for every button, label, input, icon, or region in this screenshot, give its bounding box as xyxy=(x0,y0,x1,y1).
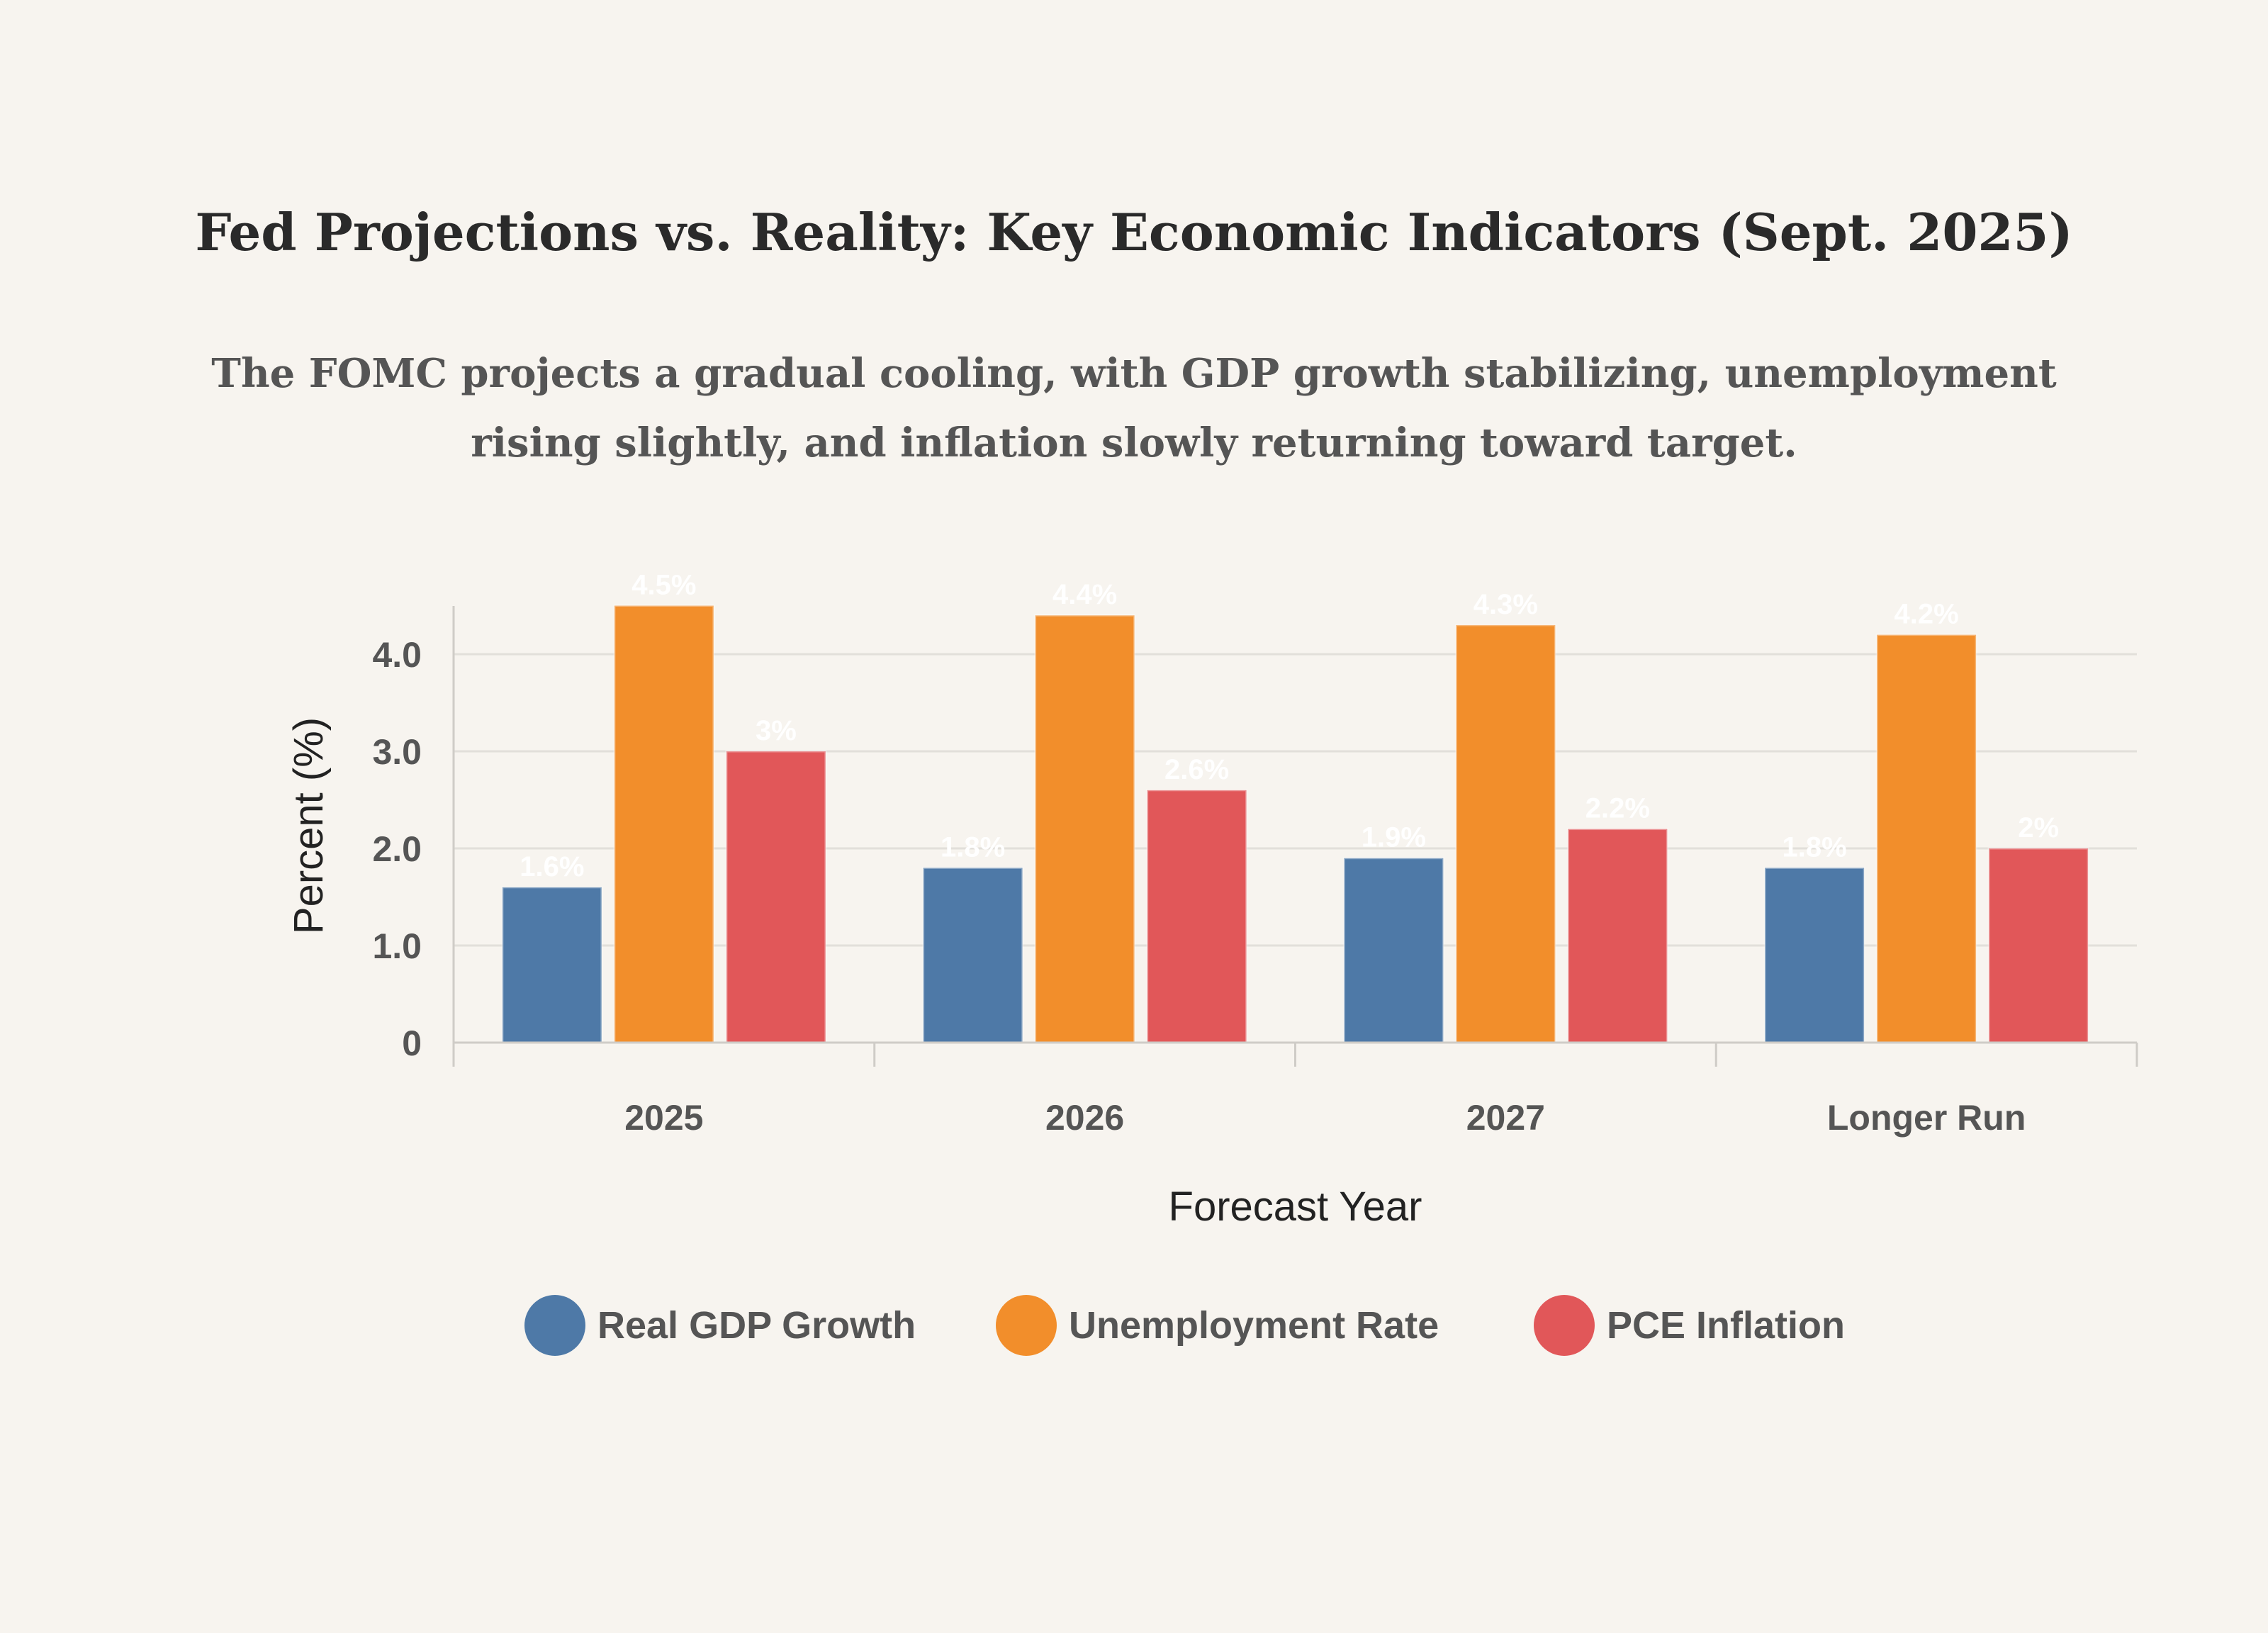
x-tick-label: 2025 xyxy=(624,1098,703,1138)
data-label: 4.4% xyxy=(1052,579,1117,610)
y-tick-label: 1.0 xyxy=(372,926,422,966)
bar xyxy=(922,866,1024,1044)
chart-title: Fed Projections vs. Reality: Key Economi… xyxy=(195,202,2073,262)
y-axis-title: Percent (%) xyxy=(286,717,332,934)
data-label: 2.6% xyxy=(1164,754,1229,785)
data-label: 3% xyxy=(756,715,797,746)
bar xyxy=(613,605,715,1044)
data-label: 2% xyxy=(2018,812,2059,843)
bars xyxy=(501,605,2089,1044)
y-tick-label: 3.0 xyxy=(372,732,422,772)
x-tick-label: 2026 xyxy=(1045,1098,1124,1138)
data-label: 1.8% xyxy=(941,831,1005,863)
x-tick-label: Longer Run xyxy=(1827,1098,2026,1138)
chart-subtitle: The FOMC projects a gradual cooling, wit… xyxy=(211,350,2057,466)
legend-label: Real GDP Growth xyxy=(597,1304,916,1347)
legend-label: PCE Inflation xyxy=(1607,1304,1845,1347)
bar xyxy=(501,886,603,1044)
bar xyxy=(1987,847,2089,1044)
data-label: 1.8% xyxy=(1783,831,1847,863)
y-tick-label: 4.0 xyxy=(372,635,422,675)
y-tick-label: 2.0 xyxy=(372,829,422,869)
y-tick-label: 0 xyxy=(402,1023,422,1063)
bar xyxy=(1454,624,1556,1044)
bar xyxy=(1566,828,1668,1044)
legend-swatch xyxy=(524,1295,585,1356)
data-label: 1.9% xyxy=(1362,822,1426,853)
data-label: 4.3% xyxy=(1473,589,1538,620)
bar xyxy=(725,750,827,1044)
bar xyxy=(1342,857,1444,1044)
data-label: 4.2% xyxy=(1894,599,1959,630)
bar xyxy=(1146,789,1248,1044)
x-axis-title: Forecast Year xyxy=(1169,1184,1422,1230)
bar xyxy=(1875,634,1977,1044)
legend-swatch xyxy=(996,1295,1057,1356)
x-tick-label: 2027 xyxy=(1466,1098,1545,1138)
legend: Real GDP Growth Unemployment Rate PCE Infl… xyxy=(524,1295,1845,1356)
data-labels: 1.6% 4.5% 3% 1.8% 4.4% 2.6% 1.9% 4.3% 2.2% 1.8% 4.… xyxy=(520,570,2059,882)
data-label: 1.6% xyxy=(520,851,584,882)
legend-label: Unemployment Rate xyxy=(1069,1304,1439,1347)
axes: 0 1.0 2.0 3.0 4.0 2025 2026 2027 Longer Run Forec… xyxy=(286,606,2138,1230)
legend-swatch xyxy=(1534,1295,1595,1356)
data-label: 4.5% xyxy=(631,570,696,601)
bar xyxy=(1763,866,1865,1044)
bar xyxy=(1034,614,1136,1044)
data-label: 2.2% xyxy=(1585,793,1650,824)
